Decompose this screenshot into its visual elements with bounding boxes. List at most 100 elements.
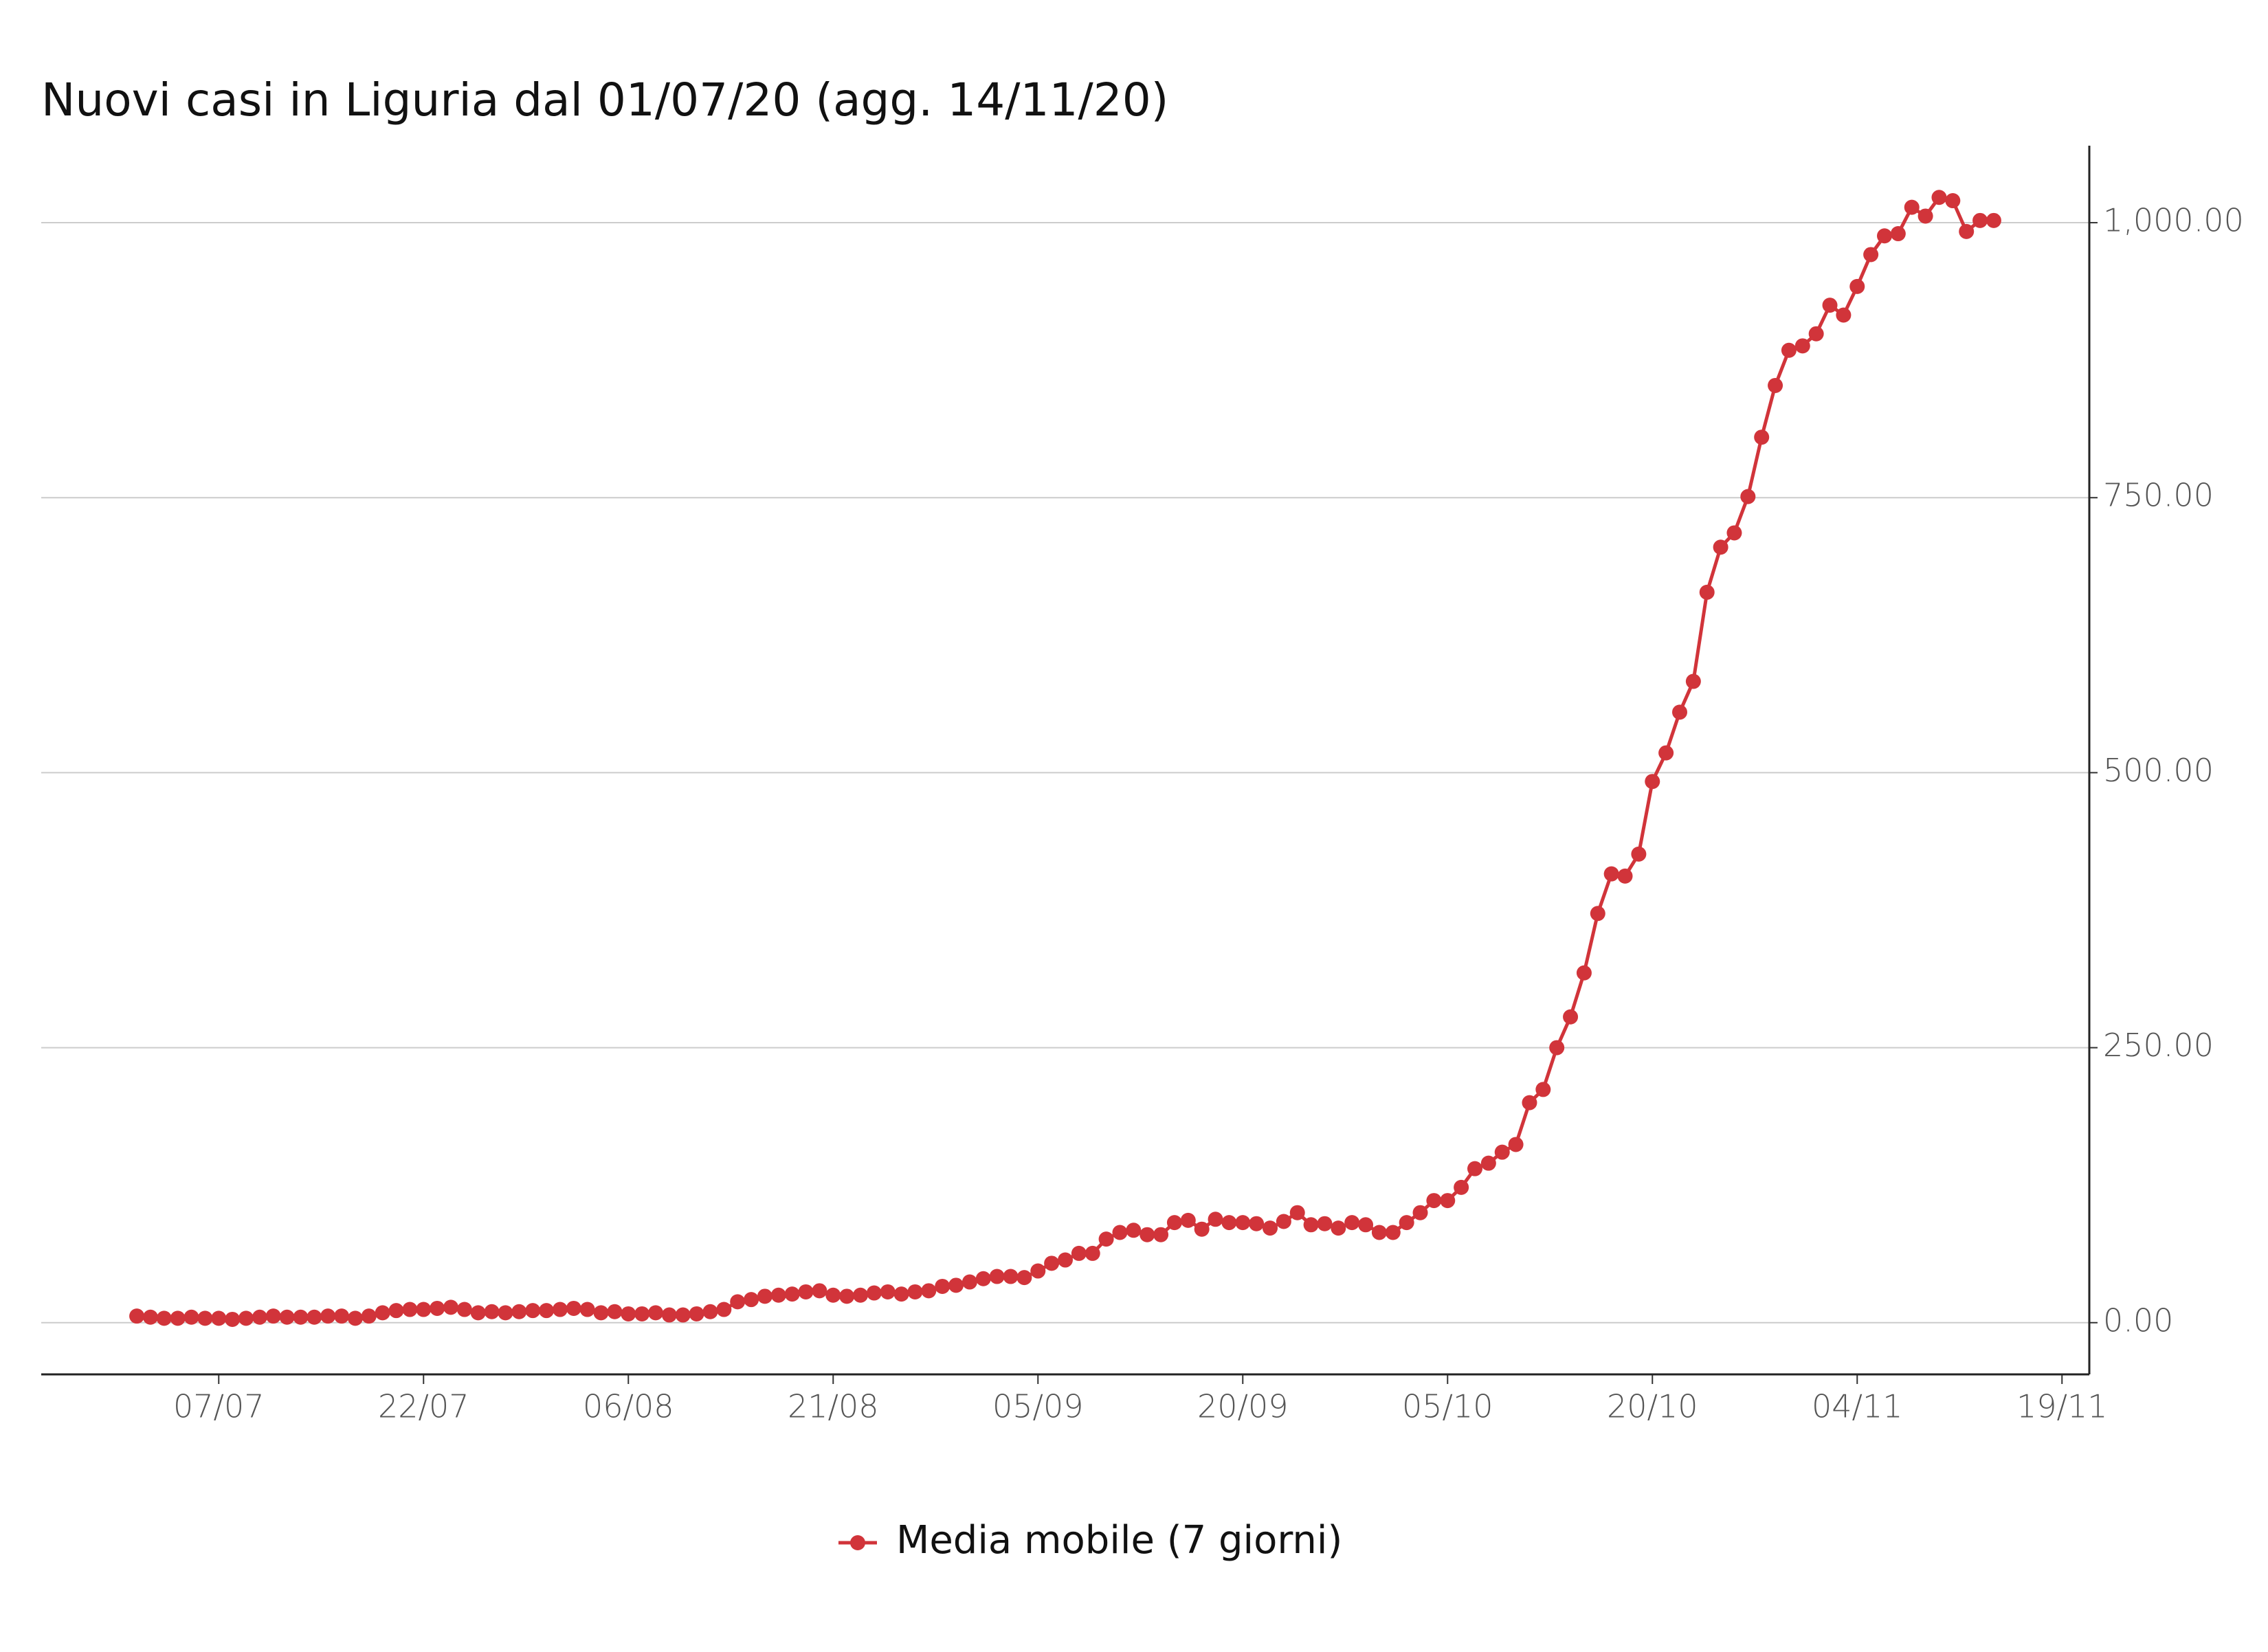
legend-marker xyxy=(850,1535,865,1550)
data-point xyxy=(456,1302,472,1317)
data-point xyxy=(1781,342,1797,358)
data-point xyxy=(1685,673,1701,689)
data-point xyxy=(184,1309,199,1325)
x-tick-label: 05/09 xyxy=(992,1388,1084,1425)
data-point xyxy=(607,1304,623,1319)
data-point xyxy=(347,1310,363,1326)
data-point xyxy=(430,1300,445,1316)
data-point xyxy=(1003,1269,1019,1284)
data-point xyxy=(1058,1252,1073,1268)
data-point xyxy=(730,1294,746,1310)
x-tick-label: 22/07 xyxy=(378,1388,469,1425)
y-tick-label: 1,000.00 xyxy=(2103,202,2244,239)
data-point xyxy=(525,1303,541,1319)
data-point xyxy=(1877,228,1892,244)
data-point xyxy=(1426,1193,1442,1209)
data-point xyxy=(880,1284,896,1299)
x-tick-label: 07/07 xyxy=(173,1388,265,1425)
data-point xyxy=(484,1304,500,1319)
data-point xyxy=(197,1310,213,1326)
data-point xyxy=(1030,1263,1046,1279)
data-point xyxy=(961,1274,977,1290)
data-point xyxy=(1822,298,1838,313)
data-point xyxy=(675,1307,691,1323)
data-point xyxy=(1535,1082,1551,1097)
data-point xyxy=(1904,199,1920,215)
data-point xyxy=(1713,539,1728,555)
data-point xyxy=(839,1288,855,1304)
data-point xyxy=(798,1284,814,1299)
data-point xyxy=(416,1302,432,1317)
data-point xyxy=(1016,1270,1032,1286)
data-point xyxy=(1289,1205,1305,1220)
data-point xyxy=(1467,1161,1482,1176)
data-point xyxy=(1139,1227,1155,1242)
data-point xyxy=(1945,193,1961,209)
data-point xyxy=(1344,1215,1360,1231)
data-point xyxy=(1808,326,1824,342)
data-point xyxy=(1590,906,1605,922)
data-point xyxy=(1112,1225,1128,1240)
data-point xyxy=(1263,1220,1278,1236)
x-tick-label: 04/11 xyxy=(1812,1388,1903,1425)
data-point xyxy=(648,1305,663,1321)
data-point xyxy=(770,1287,786,1303)
data-point xyxy=(935,1278,950,1294)
data-point xyxy=(1794,338,1810,354)
data-point xyxy=(402,1302,418,1317)
data-point xyxy=(1890,226,1906,242)
data-point xyxy=(252,1309,267,1325)
data-point xyxy=(1071,1245,1087,1261)
data-point xyxy=(1317,1216,1333,1231)
data-point xyxy=(1672,704,1687,720)
data-point xyxy=(1754,429,1770,445)
data-point xyxy=(1549,1040,1565,1056)
data-point xyxy=(1440,1193,1456,1209)
data-point xyxy=(893,1286,909,1302)
data-point xyxy=(1603,866,1619,882)
data-point xyxy=(1959,223,1975,239)
data-point xyxy=(948,1277,964,1293)
data-point xyxy=(634,1306,650,1321)
y-tick-label: 500.00 xyxy=(2103,752,2214,789)
data-point xyxy=(1631,846,1647,862)
data-point xyxy=(853,1287,868,1303)
data-point xyxy=(1494,1144,1510,1160)
data-point xyxy=(361,1308,377,1324)
data-point xyxy=(443,1299,458,1315)
data-point xyxy=(1358,1217,1374,1233)
data-point xyxy=(388,1303,404,1319)
x-tick-label: 21/08 xyxy=(788,1388,879,1425)
data-point xyxy=(1617,868,1633,884)
data-point xyxy=(661,1307,677,1323)
data-point xyxy=(1563,1009,1579,1025)
data-point xyxy=(1658,745,1674,761)
data-point xyxy=(293,1309,309,1325)
data-point xyxy=(1917,208,1933,224)
data-point xyxy=(1208,1212,1223,1227)
data-point xyxy=(1331,1220,1346,1236)
data-point xyxy=(1849,278,1865,294)
legend-label: Media mobile (7 giorni) xyxy=(896,1518,1342,1563)
data-point xyxy=(1412,1205,1428,1220)
data-point xyxy=(1931,190,1947,205)
x-tick-label: 05/10 xyxy=(1402,1388,1493,1425)
data-point xyxy=(593,1305,609,1321)
data-point xyxy=(975,1271,991,1286)
data-point xyxy=(866,1285,882,1301)
x-tick-label: 20/09 xyxy=(1197,1388,1289,1425)
data-point xyxy=(621,1306,636,1321)
data-point xyxy=(716,1302,732,1317)
data-point xyxy=(1249,1216,1265,1231)
data-point xyxy=(211,1310,227,1326)
data-point xyxy=(1085,1245,1100,1261)
data-point xyxy=(498,1305,513,1321)
data-point xyxy=(1194,1221,1210,1237)
data-point xyxy=(170,1310,186,1326)
data-point xyxy=(1836,307,1852,323)
data-line xyxy=(136,195,1994,1321)
data-point xyxy=(334,1308,350,1324)
data-point xyxy=(989,1269,1005,1284)
